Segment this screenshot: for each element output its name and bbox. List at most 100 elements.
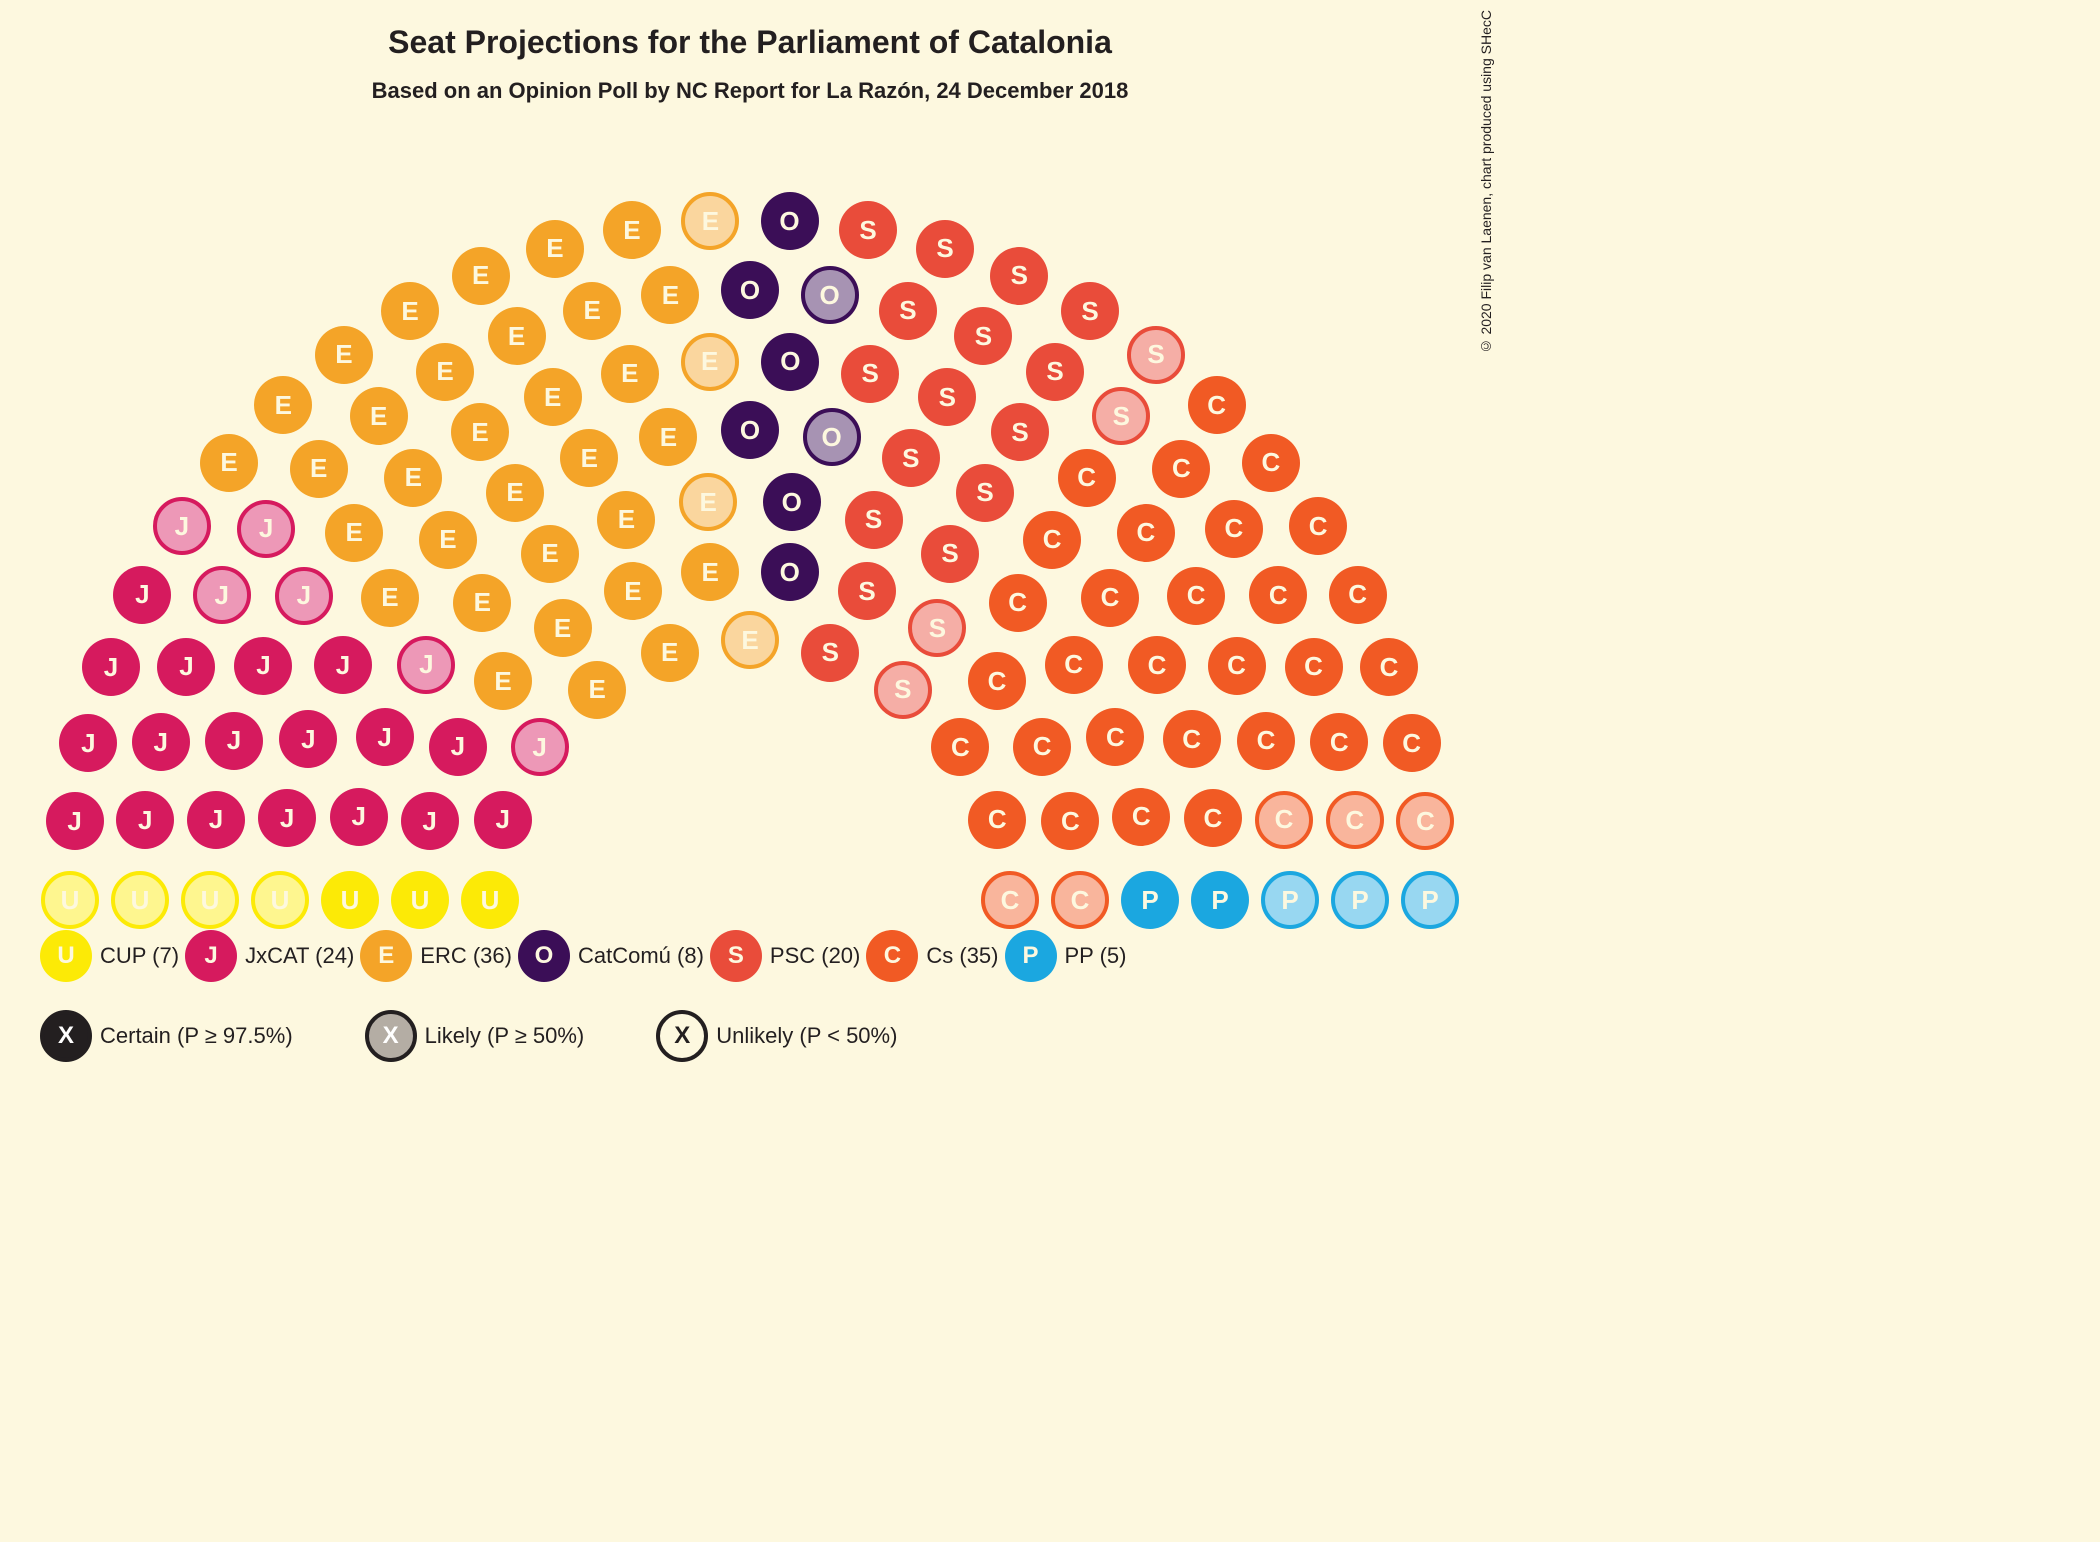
seat-catcomú: O bbox=[721, 261, 779, 319]
seat-cs: C bbox=[1188, 376, 1246, 434]
seat-pp: P bbox=[1121, 871, 1179, 929]
legend-label-cs: Cs (35) bbox=[926, 943, 998, 969]
legend-label-unlikely: Unlikely (P < 50%) bbox=[716, 1023, 897, 1049]
seat-cs: C bbox=[1058, 449, 1116, 507]
seat-erc: E bbox=[639, 408, 697, 466]
seat-jxcat: J bbox=[193, 566, 251, 624]
legend-swatch-likely: X bbox=[365, 1010, 417, 1062]
seat-erc: E bbox=[641, 624, 699, 682]
seat-cs: C bbox=[931, 718, 989, 776]
legend-item-catcomú: OCatComú (8) bbox=[518, 930, 704, 982]
seat-psc: S bbox=[841, 345, 899, 403]
seat-erc: E bbox=[486, 464, 544, 522]
seat-erc: E bbox=[451, 403, 509, 461]
seat-erc: E bbox=[524, 368, 582, 426]
seat-cs: C bbox=[1041, 792, 1099, 850]
seat-cup: U bbox=[251, 871, 309, 929]
legend-item-unlikely: X Unlikely (P < 50%) bbox=[656, 1010, 897, 1062]
seat-erc: E bbox=[200, 434, 258, 492]
seat-erc: E bbox=[315, 326, 373, 384]
legend-item-certain: X Certain (P ≥ 97.5%) bbox=[40, 1010, 293, 1062]
seat-psc: S bbox=[874, 661, 932, 719]
seat-erc: E bbox=[361, 569, 419, 627]
seat-jxcat: J bbox=[279, 710, 337, 768]
seat-jxcat: J bbox=[116, 791, 174, 849]
seat-erc: E bbox=[679, 473, 737, 531]
seat-erc: E bbox=[419, 511, 477, 569]
legend-swatch-unlikely: X bbox=[656, 1010, 708, 1062]
legend-label-psc: PSC (20) bbox=[770, 943, 860, 969]
seat-cs: C bbox=[1128, 636, 1186, 694]
seat-jxcat: J bbox=[187, 791, 245, 849]
seat-cs: C bbox=[1013, 718, 1071, 776]
seat-erc: E bbox=[641, 266, 699, 324]
seat-jxcat: J bbox=[356, 708, 414, 766]
seat-cs: C bbox=[1360, 638, 1418, 696]
seat-psc: S bbox=[918, 368, 976, 426]
seat-cs: C bbox=[1051, 871, 1109, 929]
legend-swatch-certain: X bbox=[40, 1010, 92, 1062]
seat-pp: P bbox=[1401, 871, 1459, 929]
seat-psc: S bbox=[845, 491, 903, 549]
seat-jxcat: J bbox=[82, 638, 140, 696]
seat-jxcat: J bbox=[429, 718, 487, 776]
seat-jxcat: J bbox=[234, 637, 292, 695]
seat-pp: P bbox=[1331, 871, 1389, 929]
seat-jxcat: J bbox=[401, 792, 459, 850]
seat-cs: C bbox=[1163, 710, 1221, 768]
seat-erc: E bbox=[381, 282, 439, 340]
legend-label-likely: Likely (P ≥ 50%) bbox=[425, 1023, 585, 1049]
seat-cs: C bbox=[1167, 567, 1225, 625]
legend-label-certain: Certain (P ≥ 97.5%) bbox=[100, 1023, 293, 1049]
chart-title: Seat Projections for the Parliament of C… bbox=[0, 24, 1500, 61]
legend-item-cs: CCs (35) bbox=[866, 930, 998, 982]
seat-psc: S bbox=[1061, 282, 1119, 340]
seat-catcomú: O bbox=[801, 266, 859, 324]
seat-cs: C bbox=[968, 791, 1026, 849]
seat-pp: P bbox=[1191, 871, 1249, 929]
legend-label-erc: ERC (36) bbox=[420, 943, 512, 969]
seat-cs: C bbox=[1396, 792, 1454, 850]
seat-cup: U bbox=[321, 871, 379, 929]
seat-cs: C bbox=[1205, 500, 1263, 558]
seat-erc: E bbox=[416, 343, 474, 401]
seat-cup: U bbox=[41, 871, 99, 929]
seat-cup: U bbox=[391, 871, 449, 929]
seat-cs: C bbox=[1326, 791, 1384, 849]
seat-psc: S bbox=[1026, 343, 1084, 401]
legend-item-psc: SPSC (20) bbox=[710, 930, 860, 982]
seat-jxcat: J bbox=[397, 636, 455, 694]
seat-catcomú: O bbox=[763, 473, 821, 531]
seat-jxcat: J bbox=[157, 638, 215, 696]
seat-jxcat: J bbox=[132, 713, 190, 771]
legend-parties: UCUP (7)JJxCAT (24)EERC (36)OCatComú (8)… bbox=[40, 930, 1118, 982]
seat-cs: C bbox=[1086, 708, 1144, 766]
chart-subtitle: Based on an Opinion Poll by NC Report fo… bbox=[0, 78, 1500, 104]
legend-label-jxcat: JxCAT (24) bbox=[245, 943, 354, 969]
seat-cs: C bbox=[1117, 504, 1175, 562]
seat-catcomú: O bbox=[761, 333, 819, 391]
seat-jxcat: J bbox=[330, 788, 388, 846]
legend-swatch-catcomú: O bbox=[518, 930, 570, 982]
seat-erc: E bbox=[604, 562, 662, 620]
seat-erc: E bbox=[597, 491, 655, 549]
seat-jxcat: J bbox=[237, 500, 295, 558]
seat-cs: C bbox=[989, 574, 1047, 632]
legend-item-likely: X Likely (P ≥ 50%) bbox=[365, 1010, 585, 1062]
seat-erc: E bbox=[534, 599, 592, 657]
seat-cs: C bbox=[1184, 789, 1242, 847]
seat-erc: E bbox=[681, 192, 739, 250]
seat-cs: C bbox=[1242, 434, 1300, 492]
seat-erc: E bbox=[325, 504, 383, 562]
seat-erc: E bbox=[384, 449, 442, 507]
seat-catcomú: O bbox=[761, 192, 819, 250]
seat-psc: S bbox=[879, 282, 937, 340]
seat-erc: E bbox=[560, 429, 618, 487]
seat-psc: S bbox=[956, 464, 1014, 522]
seat-cup: U bbox=[181, 871, 239, 929]
seat-psc: S bbox=[908, 599, 966, 657]
seat-cs: C bbox=[968, 652, 1026, 710]
seat-jxcat: J bbox=[275, 567, 333, 625]
seat-cup: U bbox=[461, 871, 519, 929]
legend-certainty: XCertain (P ≥ 97.5%)XLikely (P ≥ 50%)XUn… bbox=[40, 1010, 889, 1062]
